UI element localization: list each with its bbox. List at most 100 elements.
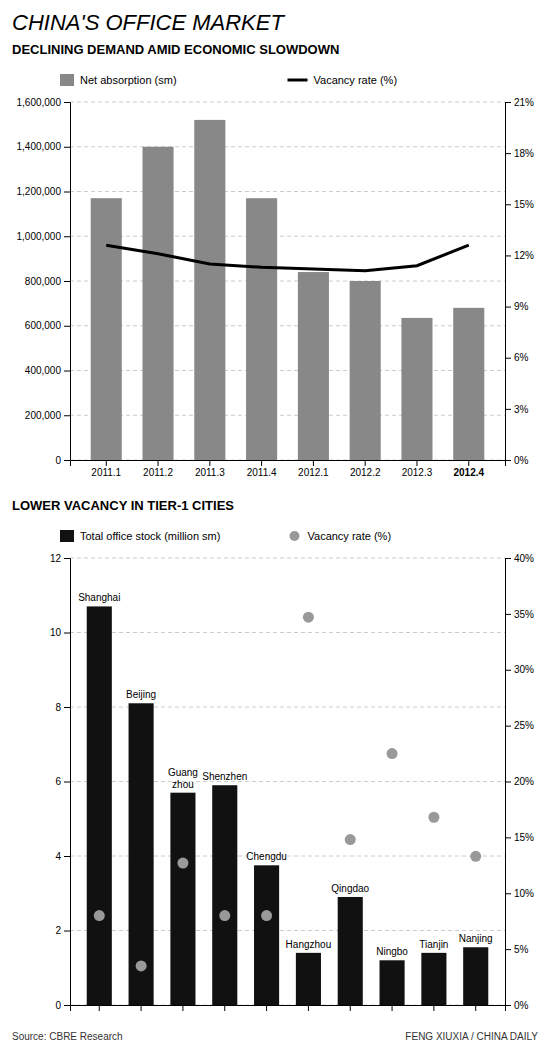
tick-mark xyxy=(505,153,511,154)
tick-label: 15% xyxy=(514,832,534,843)
tick: 400,000 xyxy=(25,365,70,376)
tick: 25% xyxy=(505,720,534,731)
tick-mark xyxy=(505,558,511,559)
tick-label: 2011.4 xyxy=(247,467,277,478)
tick-mark xyxy=(505,358,511,359)
tick xyxy=(475,1005,476,1011)
tick-mark xyxy=(64,1005,70,1006)
bar xyxy=(143,147,174,460)
axis-line xyxy=(506,559,512,1006)
tick-label: 12% xyxy=(514,250,534,261)
tick-mark xyxy=(505,1005,511,1006)
tick-label: 6% xyxy=(514,352,529,363)
tick-label: 2012.3 xyxy=(402,467,433,478)
legend-swatch xyxy=(60,530,74,542)
tick-label: 15% xyxy=(514,199,534,210)
legend-label: Net absorption (sm) xyxy=(80,74,177,86)
tick: 40% xyxy=(505,553,534,564)
grid xyxy=(70,558,505,1005)
tick-mark xyxy=(64,931,70,932)
tick-label: 2012.2 xyxy=(350,467,381,478)
tick-mark xyxy=(64,707,70,708)
tick: 1,200,000 xyxy=(17,186,71,197)
tick-label: 18% xyxy=(514,148,534,159)
tick-label: 3% xyxy=(514,404,529,415)
tick: 1,400,000 xyxy=(17,141,71,152)
axis-line xyxy=(506,103,512,461)
tick: 12% xyxy=(505,250,534,261)
bar xyxy=(91,198,122,460)
tick-mark xyxy=(64,371,70,372)
tick: 15% xyxy=(505,199,534,210)
tick: 6 xyxy=(55,776,70,787)
tick xyxy=(433,1005,434,1011)
point xyxy=(470,851,481,862)
tick: 1,600,000 xyxy=(17,97,71,108)
tick: 8 xyxy=(55,702,70,713)
tick-mark xyxy=(416,460,417,466)
tick-mark xyxy=(64,147,70,148)
tick: 2 xyxy=(55,925,70,936)
tick-mark xyxy=(505,460,511,461)
tick-label: 9% xyxy=(514,301,529,312)
tick: 2012.2 xyxy=(350,460,381,478)
point xyxy=(219,910,230,921)
chart: CHINA'S OFFICE MARKET DECLINING DEMAND AM… xyxy=(12,10,534,478)
tick-label: 5% xyxy=(514,944,529,955)
tick xyxy=(392,1005,393,1011)
category-label: Shenzhen xyxy=(202,771,247,782)
tick-label: 800,000 xyxy=(25,276,62,287)
grid-line xyxy=(70,102,505,103)
tick-label: 10 xyxy=(50,627,62,638)
tick-label: 12 xyxy=(50,553,62,564)
tick-label: 600,000 xyxy=(25,320,62,331)
tick: 35% xyxy=(505,609,534,620)
category-label: Nanjing xyxy=(459,933,493,944)
title: CHINA'S OFFICE MARKET xyxy=(12,10,285,35)
tick-label: 35% xyxy=(514,609,534,620)
legend-item: Net absorption (sm) xyxy=(60,74,177,86)
tick-label: 1,200,000 xyxy=(17,186,62,197)
tick: 800,000 xyxy=(25,276,70,287)
tick-label: 10% xyxy=(514,888,534,899)
point xyxy=(261,910,272,921)
tick-label: 20% xyxy=(514,776,534,787)
tick-mark xyxy=(64,102,70,103)
bar xyxy=(296,953,321,1005)
category-label: Beijing xyxy=(126,689,156,700)
tick-mark xyxy=(64,856,70,857)
tick-label: 400,000 xyxy=(25,365,62,376)
tick-mark xyxy=(365,460,366,466)
tick-mark xyxy=(433,1005,434,1011)
tick-label: 200,000 xyxy=(25,410,62,421)
annotation: FENG XIUXIA / CHINA DAILY xyxy=(405,1031,538,1042)
tick: 2012.3 xyxy=(402,460,433,478)
tick-mark xyxy=(64,558,70,559)
tick-mark xyxy=(505,670,511,671)
tick: 2011.3 xyxy=(195,460,225,478)
tick-label: 1,000,000 xyxy=(17,231,62,242)
subtitle: DECLINING DEMAND AMID ECONOMIC SLOWDOWN xyxy=(12,42,339,57)
grid-line xyxy=(70,632,505,633)
tick-mark xyxy=(308,1005,309,1011)
category-label: Chengdu xyxy=(246,851,287,862)
tick: 10% xyxy=(505,888,534,899)
tick: 1,000,000 xyxy=(17,231,71,242)
tick-mark xyxy=(313,460,314,466)
tick-mark xyxy=(392,1005,393,1011)
legend-label: Vacancy rate (%) xyxy=(308,530,392,542)
tick: 2011.2 xyxy=(143,460,173,478)
tick: 20% xyxy=(505,776,534,787)
bar xyxy=(194,120,225,460)
bar xyxy=(453,308,484,460)
tick-label: 30% xyxy=(514,664,534,675)
bar xyxy=(463,947,488,1005)
y2-axis: 0%5%10%15%20%25%30%35%40% xyxy=(505,553,534,1011)
tick-label: 2011.3 xyxy=(195,467,225,478)
title: LOWER VACANCY IN TIER-1 CITIES xyxy=(12,498,234,513)
point xyxy=(387,748,398,759)
legend-item: Vacancy rate (%) xyxy=(290,530,392,542)
bar xyxy=(254,865,279,1005)
bar xyxy=(350,281,381,460)
legend-swatch xyxy=(288,79,308,82)
